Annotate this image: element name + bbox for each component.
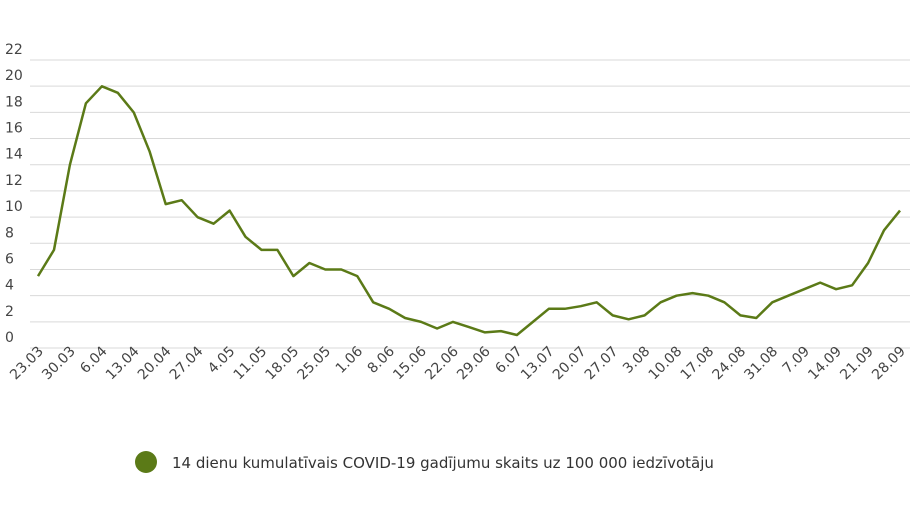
- legend-label: 14 dienu kumulatīvais COVID-19 gadījumu …: [172, 454, 714, 472]
- legend: 14 dienu kumulatīvais COVID-19 gadījumu …: [135, 451, 714, 473]
- legend-swatch: [135, 451, 157, 473]
- y-tick-label: 6: [5, 251, 14, 267]
- y-tick-label: 0: [5, 330, 14, 346]
- y-tick-label: 16: [5, 121, 23, 137]
- y-tick-label: 4: [5, 278, 14, 294]
- y-tick-label: 12: [5, 173, 23, 189]
- y-tick-label: 14: [5, 147, 23, 163]
- y-tick-label: 8: [5, 225, 14, 241]
- y-tick-label: 18: [5, 94, 23, 110]
- y-tick-label: 22: [5, 42, 23, 58]
- data-line: [36, 85, 901, 337]
- y-tick-label: 20: [5, 68, 23, 84]
- y-tick-label: 10: [5, 199, 23, 215]
- y-tick-label: 2: [5, 304, 14, 320]
